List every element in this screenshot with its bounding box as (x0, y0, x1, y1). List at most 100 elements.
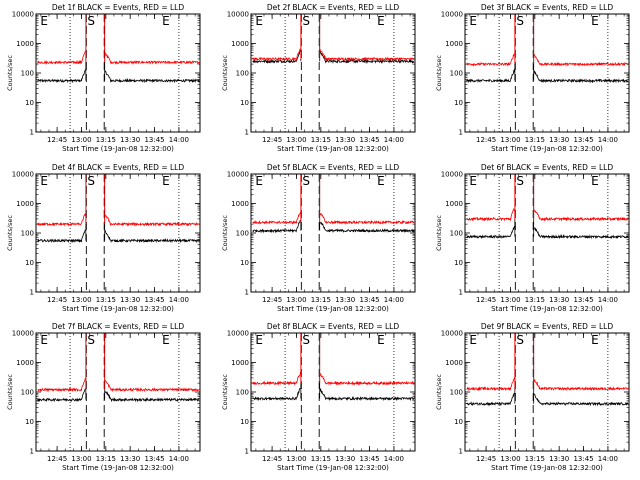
series-line-events (37, 69, 86, 84)
detector-panel: Det 3f BLACK = Events, RED = LLD 1 10 100 10… (435, 3, 630, 153)
x-axis-label: Start Time (19-Jan-08 12:32:00) (277, 145, 389, 153)
y-tick-label: 10 (240, 259, 249, 267)
series-line-lld (319, 373, 415, 386)
y-tick-label: 1 (459, 448, 463, 456)
y-tick-label: 10 (454, 99, 463, 107)
earth-marker: E (377, 14, 385, 28)
y-tick-label: 10 (240, 418, 249, 426)
y-tick-label: 10000 (12, 330, 34, 338)
y-tick-label: 100 (450, 389, 463, 397)
x-tick-label: 13:30 (549, 455, 569, 463)
plot-frame (35, 173, 201, 293)
y-tick-label: 10000 (441, 330, 463, 338)
earth-marker: E (469, 14, 477, 28)
y-tick-label: 1000 (231, 200, 249, 208)
x-tick-label: 13:15 (525, 455, 545, 463)
x-tick-label: 14:00 (384, 455, 404, 463)
x-tick-label: 13:30 (120, 296, 140, 304)
x-axis-label: Start Time (19-Jan-08 12:32:00) (491, 145, 603, 153)
detector-panel: Det 5f BLACK = Events, RED = LLD 1 10 100 10… (221, 163, 416, 313)
x-tick-label: 13:15 (311, 296, 331, 304)
earth-marker: E (591, 333, 599, 347)
x-tick-label: 13:30 (335, 455, 355, 463)
y-axis-label: Counts/sec (221, 215, 229, 251)
detector-panel: Det 9f BLACK = Events, RED = LLD 1 10 100 10… (435, 322, 630, 472)
plot-frame (250, 173, 416, 293)
y-tick-label: 10 (240, 99, 249, 107)
y-tick-label: 10000 (12, 171, 34, 179)
x-tick-label: 14:00 (169, 136, 189, 144)
y-tick-label: 10 (25, 418, 34, 426)
y-tick-label: 100 (450, 70, 463, 78)
x-tick-label: 14:00 (384, 136, 404, 144)
series-line-events (533, 227, 629, 240)
detector-panel: Det 7f BLACK = Events, RED = LLD 1 10 100 10… (6, 322, 201, 472)
panel-title: Det 6f BLACK = Events, RED = LLD (481, 163, 614, 172)
series-line-lld (533, 209, 629, 222)
y-tick-label: 1000 (16, 359, 34, 367)
x-tick-label: 13:15 (525, 296, 545, 304)
series-line-events (319, 221, 415, 234)
saa-marker: S (516, 174, 524, 188)
saa-marker: S (516, 14, 524, 28)
series-line-events (104, 70, 200, 84)
y-tick-label: 100 (236, 70, 249, 78)
x-tick-label: 13:00 (500, 136, 520, 144)
series-line-events (533, 393, 629, 407)
series-line-lld (37, 51, 86, 65)
saa-marker: S (302, 14, 310, 28)
y-axis-label: Counts/sec (221, 374, 229, 410)
plot-frame (35, 13, 201, 133)
x-tick-label: 13:30 (549, 136, 569, 144)
earth-marker: E (591, 14, 599, 28)
x-tick-label: 13:00 (500, 296, 520, 304)
series-line-events (37, 388, 86, 403)
y-axis-label: Counts/sec (435, 55, 443, 91)
x-tick-label: 13:15 (311, 455, 331, 463)
earth-marker: E (255, 333, 263, 347)
earth-marker: E (377, 174, 385, 188)
y-tick-label: 1 (30, 448, 34, 456)
x-tick-label: 13:45 (144, 296, 164, 304)
earth-marker: E (377, 333, 385, 347)
x-axis-label: Start Time (19-Jan-08 12:32:00) (62, 464, 174, 472)
series-line-events (252, 388, 301, 402)
series-line-lld (533, 379, 629, 392)
y-tick-label: 10 (454, 259, 463, 267)
x-tick-label: 12:45 (47, 455, 67, 463)
panel-title: Det 3f BLACK = Events, RED = LLD (481, 3, 614, 12)
series-line-events (104, 390, 200, 403)
y-tick-label: 10000 (227, 171, 249, 179)
earth-marker: E (255, 174, 263, 188)
y-tick-label: 100 (236, 230, 249, 238)
x-tick-label: 12:45 (476, 455, 496, 463)
x-tick-label: 13:30 (120, 455, 140, 463)
detector-panel: Det 2f BLACK = Events, RED = LLD 1 10 100 10… (221, 3, 416, 153)
x-tick-label: 13:45 (573, 136, 593, 144)
y-tick-label: 1000 (445, 200, 463, 208)
plot-frame (464, 13, 630, 133)
y-tick-label: 1 (30, 289, 34, 297)
earth-marker: E (591, 174, 599, 188)
x-tick-label: 12:45 (47, 296, 67, 304)
y-tick-label: 1 (245, 129, 249, 137)
series-line-lld (319, 213, 415, 226)
panel-title: Det 4f BLACK = Events, RED = LLD (52, 163, 185, 172)
x-tick-label: 14:00 (384, 296, 404, 304)
x-tick-label: 13:45 (359, 136, 379, 144)
x-tick-label: 14:00 (598, 296, 618, 304)
y-tick-label: 1000 (445, 359, 463, 367)
x-tick-label: 12:45 (262, 296, 282, 304)
saa-marker: S (87, 333, 95, 347)
series-line-lld (252, 212, 301, 225)
earth-marker: E (469, 174, 477, 188)
y-axis-label: Counts/sec (6, 215, 14, 251)
saa-marker: S (87, 174, 95, 188)
x-tick-label: 13:45 (573, 296, 593, 304)
panel-title: Det 7f BLACK = Events, RED = LLD (52, 322, 185, 331)
series-line-lld (533, 53, 629, 67)
y-tick-label: 10000 (441, 11, 463, 19)
plot-frame (464, 173, 630, 293)
saa-marker: S (302, 333, 310, 347)
x-tick-label: 12:45 (476, 296, 496, 304)
